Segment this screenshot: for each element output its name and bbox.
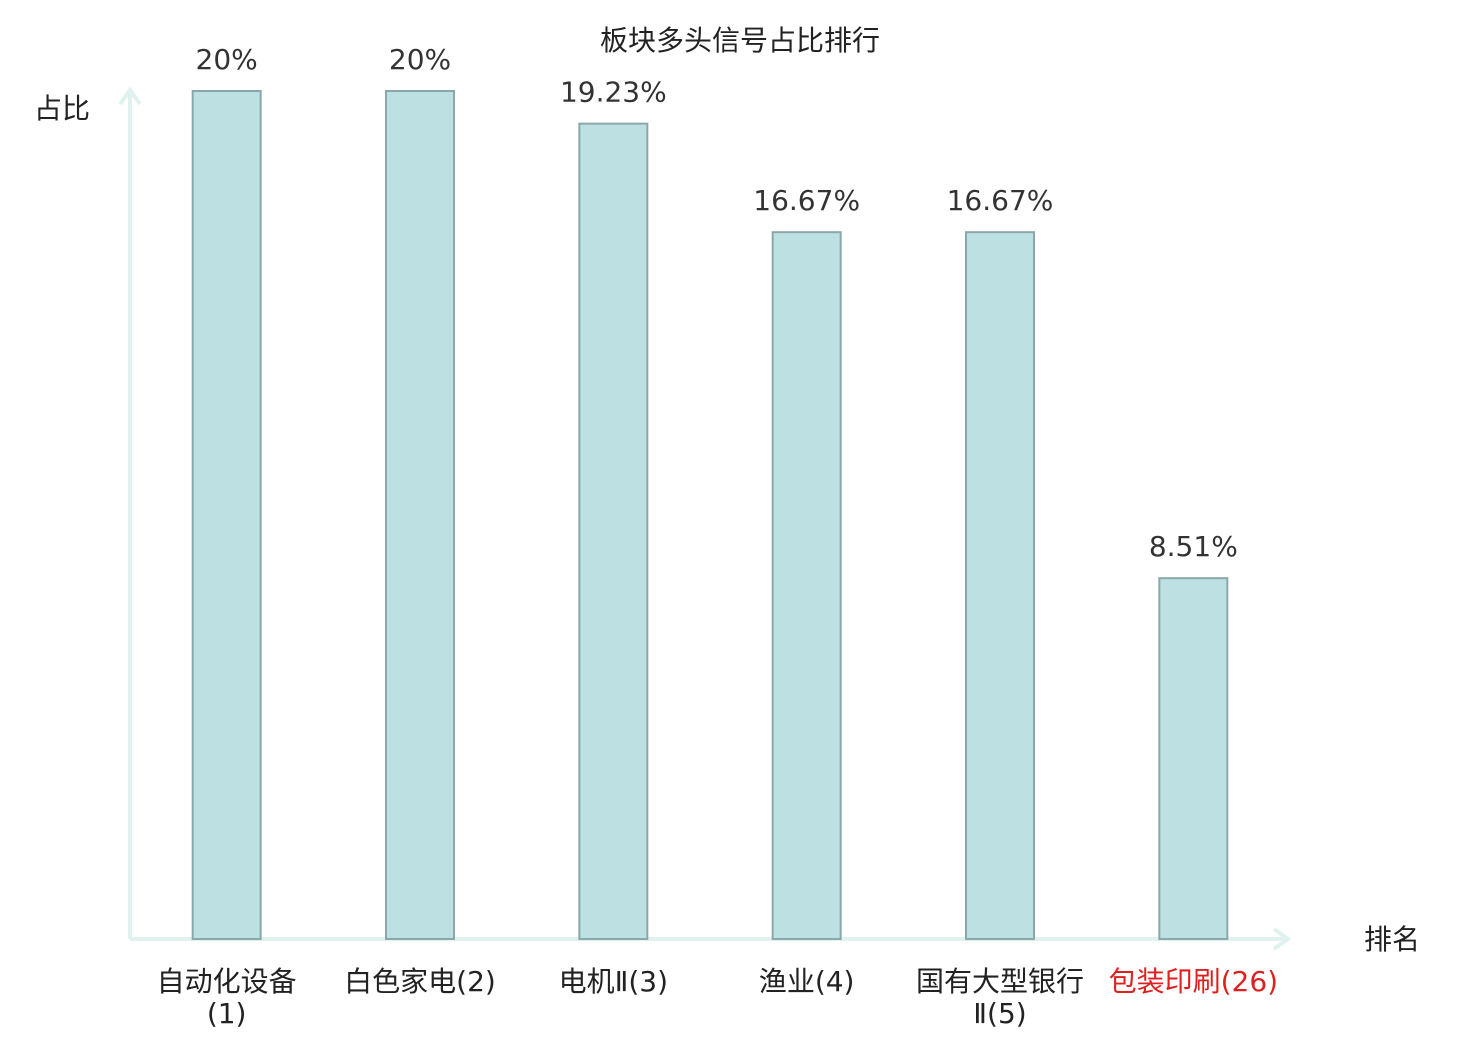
value-label: 20% <box>389 43 451 76</box>
bar <box>1158 577 1229 941</box>
x-tick-label: 包装印刷(26) <box>1108 965 1279 998</box>
x-tick-label: 电机Ⅱ(3) <box>558 965 669 998</box>
value-label: 20% <box>196 43 258 76</box>
x-tick-label: 自动化设备(1) <box>156 965 297 1030</box>
value-label: 16.67% <box>947 184 1054 217</box>
x-tick-label: 国有大型银行Ⅱ(5) <box>915 965 1084 1030</box>
x-tick-label: 白色家电(2) <box>344 965 496 998</box>
chart-title: 板块多头信号占比排行 <box>600 24 880 57</box>
x-axis-label: 排名 <box>1364 923 1420 956</box>
value-label: 19.23% <box>560 76 667 109</box>
y-axis-label: 占比 <box>34 92 90 125</box>
axes <box>118 86 1292 951</box>
value-label: 8.51% <box>1149 530 1238 563</box>
bar <box>191 90 262 940</box>
bar <box>578 122 649 940</box>
bar <box>771 231 842 940</box>
bar <box>385 90 455 940</box>
x-tick-label: 渔业(4) <box>758 965 855 998</box>
bar <box>965 231 1035 940</box>
value-label: 16.67% <box>753 184 860 217</box>
